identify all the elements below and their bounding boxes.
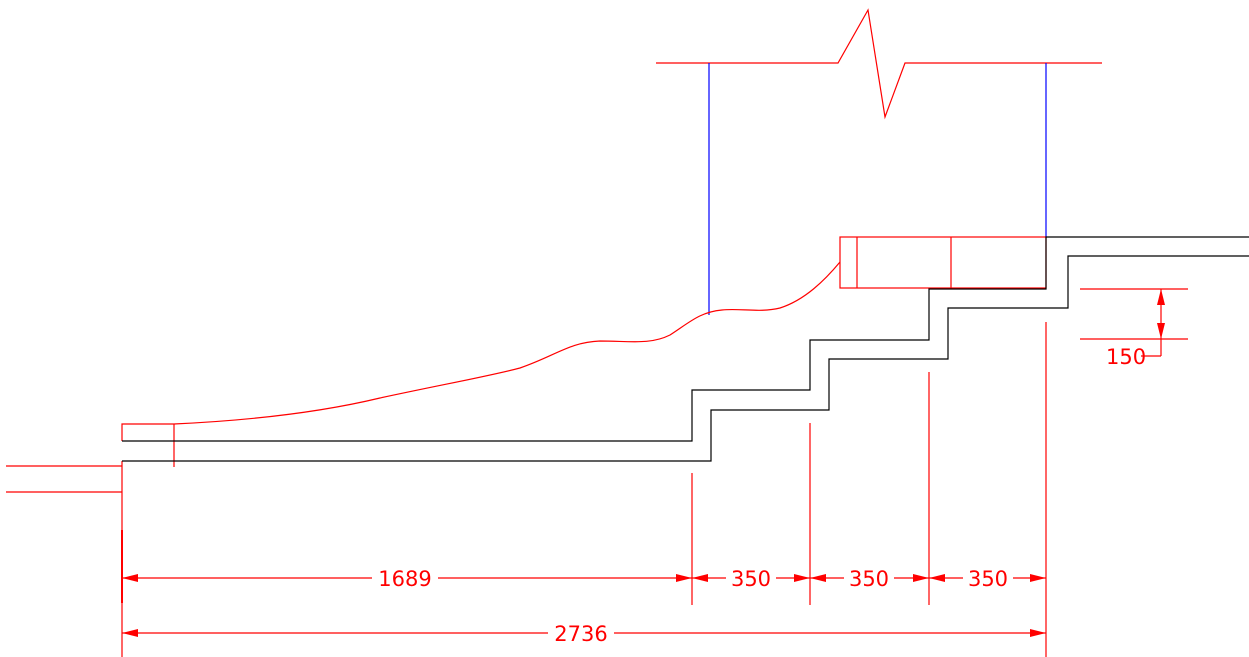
arrow-right xyxy=(913,574,929,582)
break-line xyxy=(656,8,1102,120)
arrow-left xyxy=(122,574,138,582)
dim-label-riser: 150 xyxy=(1106,345,1146,369)
arrow-right xyxy=(794,574,810,582)
arrow-right xyxy=(676,574,692,582)
landing-block xyxy=(839,236,1047,289)
start-block xyxy=(121,423,174,441)
arrow-right xyxy=(1030,629,1046,637)
dim-label-350-a: 350 xyxy=(731,567,771,591)
arrow-left xyxy=(692,574,708,582)
stair-outline-lower xyxy=(122,255,1249,462)
ground-profile-curve xyxy=(173,261,841,425)
arrow-left xyxy=(810,574,826,582)
arrow-left xyxy=(122,629,138,637)
dim-label-total: 2736 xyxy=(554,622,607,646)
dim-label-1689: 1689 xyxy=(378,567,431,591)
arrow-left xyxy=(929,574,945,582)
arrow-up xyxy=(1157,289,1165,305)
stair-outline-upper xyxy=(122,236,1249,442)
arrow-right xyxy=(1030,574,1046,582)
arrow-down xyxy=(1157,323,1165,339)
dim-label-350-c: 350 xyxy=(968,567,1008,591)
dim-label-350-b: 350 xyxy=(849,567,889,591)
